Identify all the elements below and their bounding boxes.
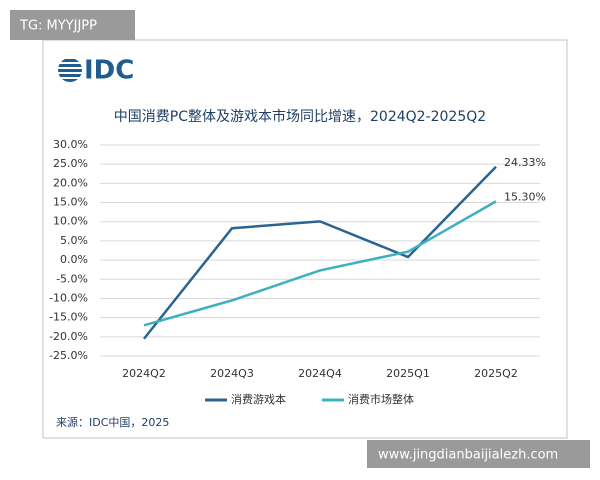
x-tick-label: 2024Q4 <box>298 367 342 380</box>
data-label: 24.33% <box>504 156 546 169</box>
y-tick-label: 15.0% <box>53 196 88 209</box>
series-line <box>143 165 497 340</box>
y-tick-label: -20.0% <box>49 330 88 343</box>
watermark-box <box>367 440 590 468</box>
y-tick-label: -15.0% <box>49 311 88 324</box>
logo: IDC <box>84 56 134 86</box>
y-tick-label: -10.0% <box>49 291 88 304</box>
y-tick-label: -5.0% <box>56 272 88 285</box>
watermark: www.jingdianbaijialezh.com <box>378 448 558 463</box>
data-label: 15.30% <box>504 190 546 203</box>
source: 来源：IDC中国，2025 <box>56 415 169 429</box>
y-tick-label: 5.0% <box>60 234 88 247</box>
x-tick-label: 2024Q2 <box>122 367 166 380</box>
y-tick-label: 0.0% <box>60 253 88 266</box>
chart-title: 中国消费PC整体及游戏本市场同比增速，2024Q2-2025Q2 <box>114 108 486 125</box>
series-line <box>143 200 497 327</box>
x-tick-label: 2025Q1 <box>386 367 430 380</box>
logo-mark <box>58 59 82 82</box>
x-tick-label: 2024Q3 <box>210 367 254 380</box>
frame <box>42 39 568 439</box>
y-tick-label: 30.0% <box>53 138 88 151</box>
legend-label: 消费市场整体 <box>348 392 414 406</box>
y-tick-label: 25.0% <box>53 157 88 170</box>
y-tick-label: 20.0% <box>53 176 88 189</box>
y-tick-label: -25.0% <box>49 349 88 362</box>
watermark-box <box>10 10 135 40</box>
y-tick-label: 10.0% <box>53 215 88 228</box>
x-tick-label: 2025Q2 <box>474 367 518 380</box>
watermark: TG: MYYJJPP <box>19 19 97 34</box>
legend-label: 消费游戏本 <box>231 392 286 406</box>
